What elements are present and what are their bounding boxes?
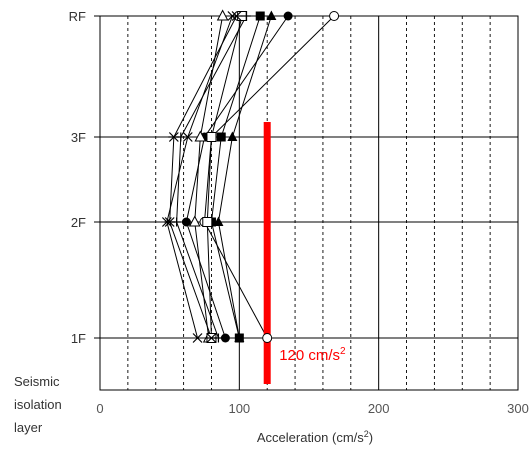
base-layer-label: isolation — [14, 397, 62, 412]
series-line — [210, 15, 261, 339]
data-point-circle-filled — [283, 11, 293, 21]
x-tick-label: 200 — [368, 401, 390, 416]
base-layer-label: Seismic — [14, 374, 60, 389]
series-line — [194, 15, 224, 339]
y-tick-label: 1F — [71, 331, 86, 346]
data-point-circle-filled — [181, 217, 191, 227]
series-line — [217, 15, 272, 339]
data-point-x — [182, 132, 193, 142]
data-point-circle-filled — [220, 333, 230, 343]
data-point-triangle-filled — [227, 131, 238, 141]
y-tick-label: RF — [69, 9, 86, 24]
y-tick-label: 3F — [71, 130, 86, 145]
data-point-plus — [241, 11, 251, 21]
data-point-square-filled — [234, 333, 244, 343]
data-point-plus — [213, 333, 223, 343]
data-point-square-filled — [216, 132, 226, 142]
series-line — [185, 15, 289, 339]
series-line — [169, 15, 237, 339]
data-point-square-open — [206, 132, 217, 142]
data-point-asterisk — [231, 11, 243, 21]
x-tick-label: 100 — [228, 401, 250, 416]
data-point-triangle-open — [188, 215, 201, 227]
data-point-triangle-filled — [266, 10, 277, 20]
data-point-circle-open — [262, 333, 273, 343]
series-line — [166, 15, 233, 339]
data-point-square-filled — [255, 11, 265, 21]
x-tick-label: 300 — [507, 401, 529, 416]
data-point-plus — [172, 217, 182, 227]
data-point-triangle-open — [194, 130, 207, 142]
data-point-circle-open — [329, 11, 340, 21]
data-point-plus — [176, 132, 186, 142]
data-point-x — [192, 333, 203, 343]
x-axis-label: Acceleration (cm/s2) — [257, 429, 373, 445]
data-point-triangle-open — [216, 9, 229, 21]
reference-line-label: 120 cm/s2 — [279, 346, 346, 364]
plot-frame — [99, 15, 519, 391]
base-layer-label: layer — [14, 420, 43, 435]
series-line — [206, 15, 243, 339]
x-tick-label: 0 — [96, 401, 103, 416]
series-line — [176, 15, 247, 339]
data-point-square-open — [202, 217, 213, 227]
y-tick-label: 2F — [71, 215, 86, 230]
series-line — [203, 15, 335, 339]
